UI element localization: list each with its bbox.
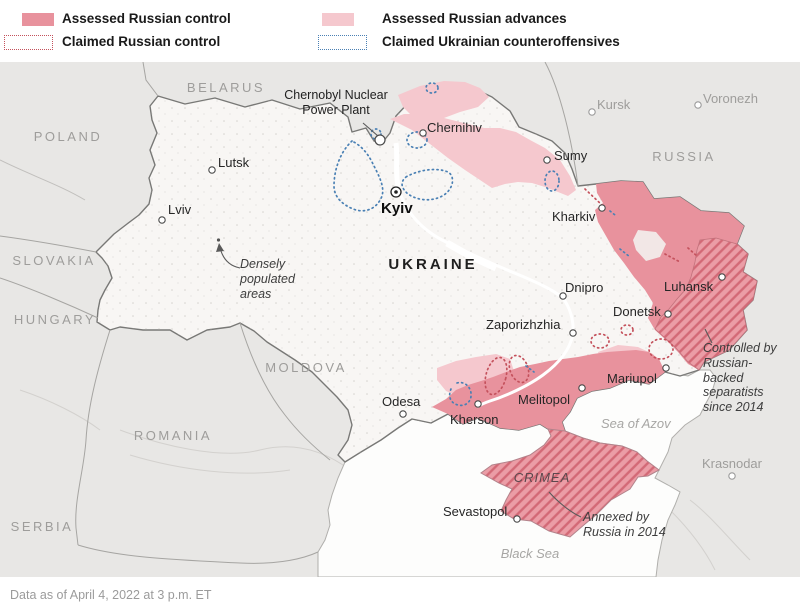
city-label-kherson: Kherson [450, 412, 499, 427]
voronezh-marker [694, 101, 702, 109]
annotation-annexed-2014: Annexed by Russia in 2014 [583, 510, 666, 539]
city-label-chernihiv: Chernihiv [427, 120, 482, 135]
city-label-odesa: Odesa [382, 394, 421, 409]
zaporizhzhia-marker [569, 329, 577, 337]
annotation-leader-lines [220, 122, 713, 518]
city-label-luhansk: Luhansk [664, 279, 714, 294]
city-label-dnipro: Dnipro [565, 280, 604, 295]
claimed-russian-control-outlines [484, 188, 698, 396]
legend: Assessed Russian control Claimed Russian… [0, 0, 800, 62]
kursk-marker [588, 108, 596, 116]
legend-label-claimed-russian-control: Claimed Russian control [62, 34, 221, 49]
annotation-crimea: CRIMEA [513, 470, 571, 485]
map-svg [0, 62, 800, 577]
dnipro-marker [559, 292, 567, 300]
city-label-donetsk: Donetsk [613, 304, 661, 319]
kharkiv-marker [598, 204, 606, 212]
melitopol-marker [578, 384, 586, 392]
legend-label-claimed-ukrainian-counteroffensives: Claimed Ukrainian counteroffensives [382, 34, 620, 49]
lutsk-marker [208, 166, 216, 174]
legend-swatch-claimed-russian-control [4, 35, 53, 50]
claimed-ukrainian-counteroffensive-outlines [333, 82, 631, 407]
kherson-marker [474, 400, 482, 408]
city-label-zaporizhzhia: Zaporizhzhia [486, 317, 561, 332]
city-label-lutsk: Lutsk [218, 155, 250, 170]
legend-label-assessed-russian-advances: Assessed Russian advances [382, 11, 567, 26]
annotation-densely-populated: Densely populated areas [240, 257, 295, 301]
city-label-lviv: Lviv [168, 202, 192, 217]
city-label-kharkiv: Kharkiv [552, 209, 596, 224]
city-label-sumy: Sumy [554, 148, 588, 163]
city-label-mariupol: Mariupol [607, 371, 657, 386]
relief-texture [19, 389, 751, 571]
sevastopol-marker [513, 515, 521, 523]
neighbor-borders [0, 62, 579, 564]
country-label-belarus: BELARUS [186, 80, 266, 95]
legend-label-assessed-russian-control: Assessed Russian control [62, 11, 231, 26]
country-label-hungary: HUNGARY [13, 312, 97, 327]
country-label-romania: ROMANIA [133, 428, 213, 443]
krasnodar-marker [728, 472, 736, 480]
legend-swatch-assessed-russian-advances [322, 13, 354, 26]
city-label-sevastopol: Sevastopol [443, 504, 508, 519]
chernihiv-marker [419, 129, 427, 137]
city-markers [158, 101, 736, 523]
densely-target-dot [216, 238, 221, 242]
country-label-poland: POLAND [33, 129, 103, 144]
city-label-krasnodar: Krasnodar [702, 456, 762, 471]
country-label-ukraine: UKRAINE [388, 256, 478, 273]
annotation-sea-of-azov: Sea of Azov [601, 416, 671, 431]
annotation-black-sea: Black Sea [500, 546, 560, 561]
luhansk-marker [718, 273, 726, 281]
legend-swatch-assessed-russian-control [22, 13, 54, 26]
country-label-serbia: SERBIA [10, 519, 74, 534]
city-label-kyiv: Kyiv [381, 200, 413, 217]
dnieper-river [393, 142, 575, 409]
country-label-slovakia: SLOVAKIA [12, 253, 96, 268]
chernobyl-marker [374, 134, 386, 146]
legend-swatch-claimed-ukrainian-counteroffensives [318, 35, 367, 50]
lviv-marker [158, 216, 166, 224]
odesa-marker [399, 410, 407, 418]
city-label-voronezh: Voronezh [703, 91, 758, 106]
source-note: Data as of April 4, 2022 at 3 p.m. ET [10, 588, 212, 602]
map-canvas: BELARUS POLAND RUSSIA SLOVAKIA HUNGARY M… [0, 62, 800, 577]
separatist-hatched-area [654, 237, 758, 371]
annotation-chernobyl-plant: Chernobyl Nuclear Power Plant [284, 88, 388, 118]
donetsk-marker [664, 310, 672, 318]
eastern-gap-area [633, 230, 666, 261]
sumy-marker [543, 156, 551, 164]
crimea-hatched-area [480, 428, 660, 538]
city-label-melitopol: Melitopol [518, 392, 571, 407]
city-label-kursk: Kursk [597, 97, 631, 112]
densely-arrowhead [216, 243, 224, 252]
mariupol-marker [662, 364, 670, 372]
annotation-separatist-control: Controlled by Russian-backed separatists… [703, 341, 777, 414]
country-label-moldova: MOLDOVA [265, 360, 347, 375]
kyiv-capital-marker [390, 186, 402, 198]
country-label-russia: RUSSIA [652, 149, 716, 164]
